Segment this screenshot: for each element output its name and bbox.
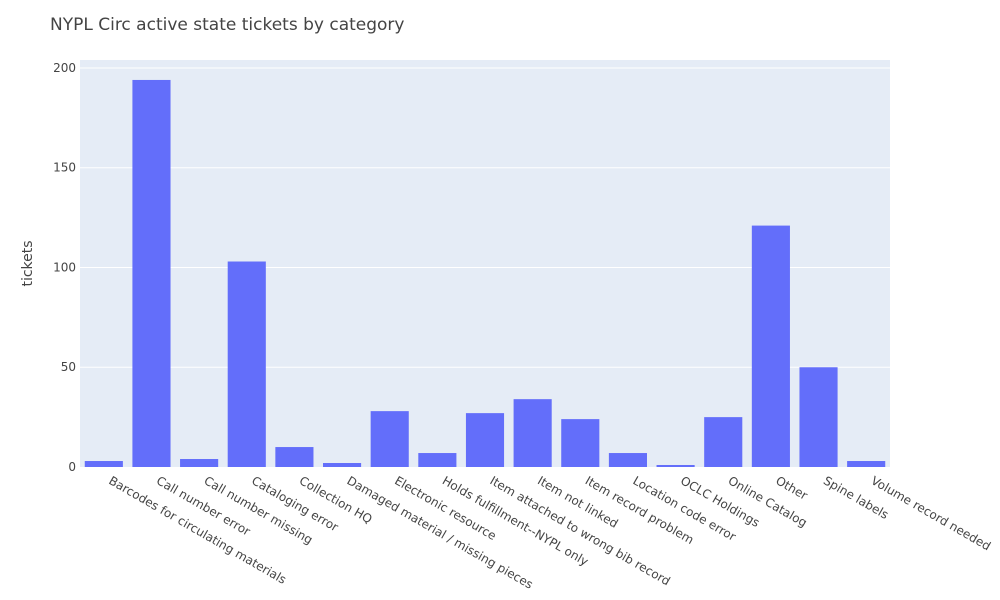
bar [132,79,171,467]
y-tick-label: 150 [53,161,76,175]
bar [656,465,695,467]
bar [84,461,123,467]
bar [608,453,647,467]
y-axis-ticks: 0 50 100 150 200 [53,61,76,474]
y-tick-label: 100 [53,260,76,274]
bar [465,413,505,467]
bar [799,367,838,467]
bar [370,411,409,467]
bar [227,261,266,467]
bar [323,463,362,467]
bar [275,447,314,467]
y-axis-title: tickets [20,240,36,286]
chart-title: NYPL Circ active state tickets by catego… [50,15,404,35]
x-tick-label: Other [773,473,810,502]
y-tick-label: 50 [61,360,76,374]
bar [513,399,552,467]
y-tick-label: 200 [53,61,76,75]
bar [847,461,886,467]
bar [751,225,790,467]
bar [418,453,457,467]
y-tick-label: 0 [68,460,76,474]
bar [561,419,600,467]
bar [180,459,219,467]
bar [704,417,743,467]
bars [84,79,886,467]
